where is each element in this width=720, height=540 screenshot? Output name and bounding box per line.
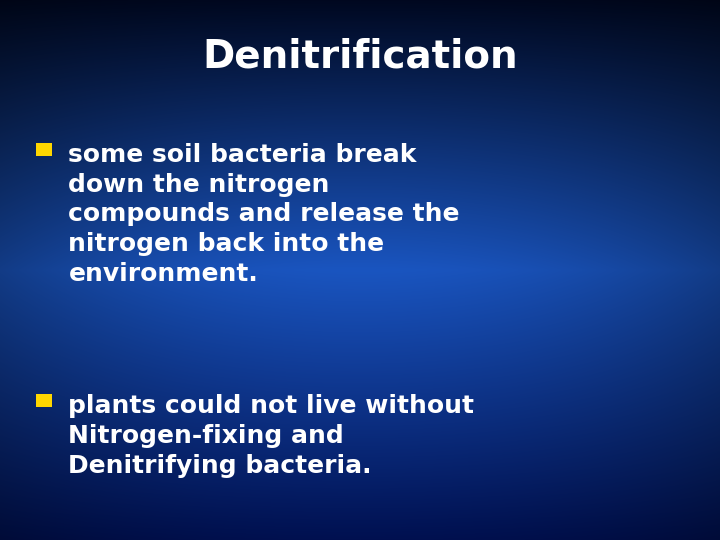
Text: plants could not live without
Nitrogen-fixing and
Denitrifying bacteria.: plants could not live without Nitrogen-f… bbox=[68, 394, 474, 477]
Text: Denitrification: Denitrification bbox=[202, 38, 518, 76]
Bar bbox=[36, 394, 53, 407]
Text: some soil bacteria break
down the nitrogen
compounds and release the
nitrogen ba: some soil bacteria break down the nitrog… bbox=[68, 143, 460, 286]
Bar bbox=[36, 143, 53, 156]
